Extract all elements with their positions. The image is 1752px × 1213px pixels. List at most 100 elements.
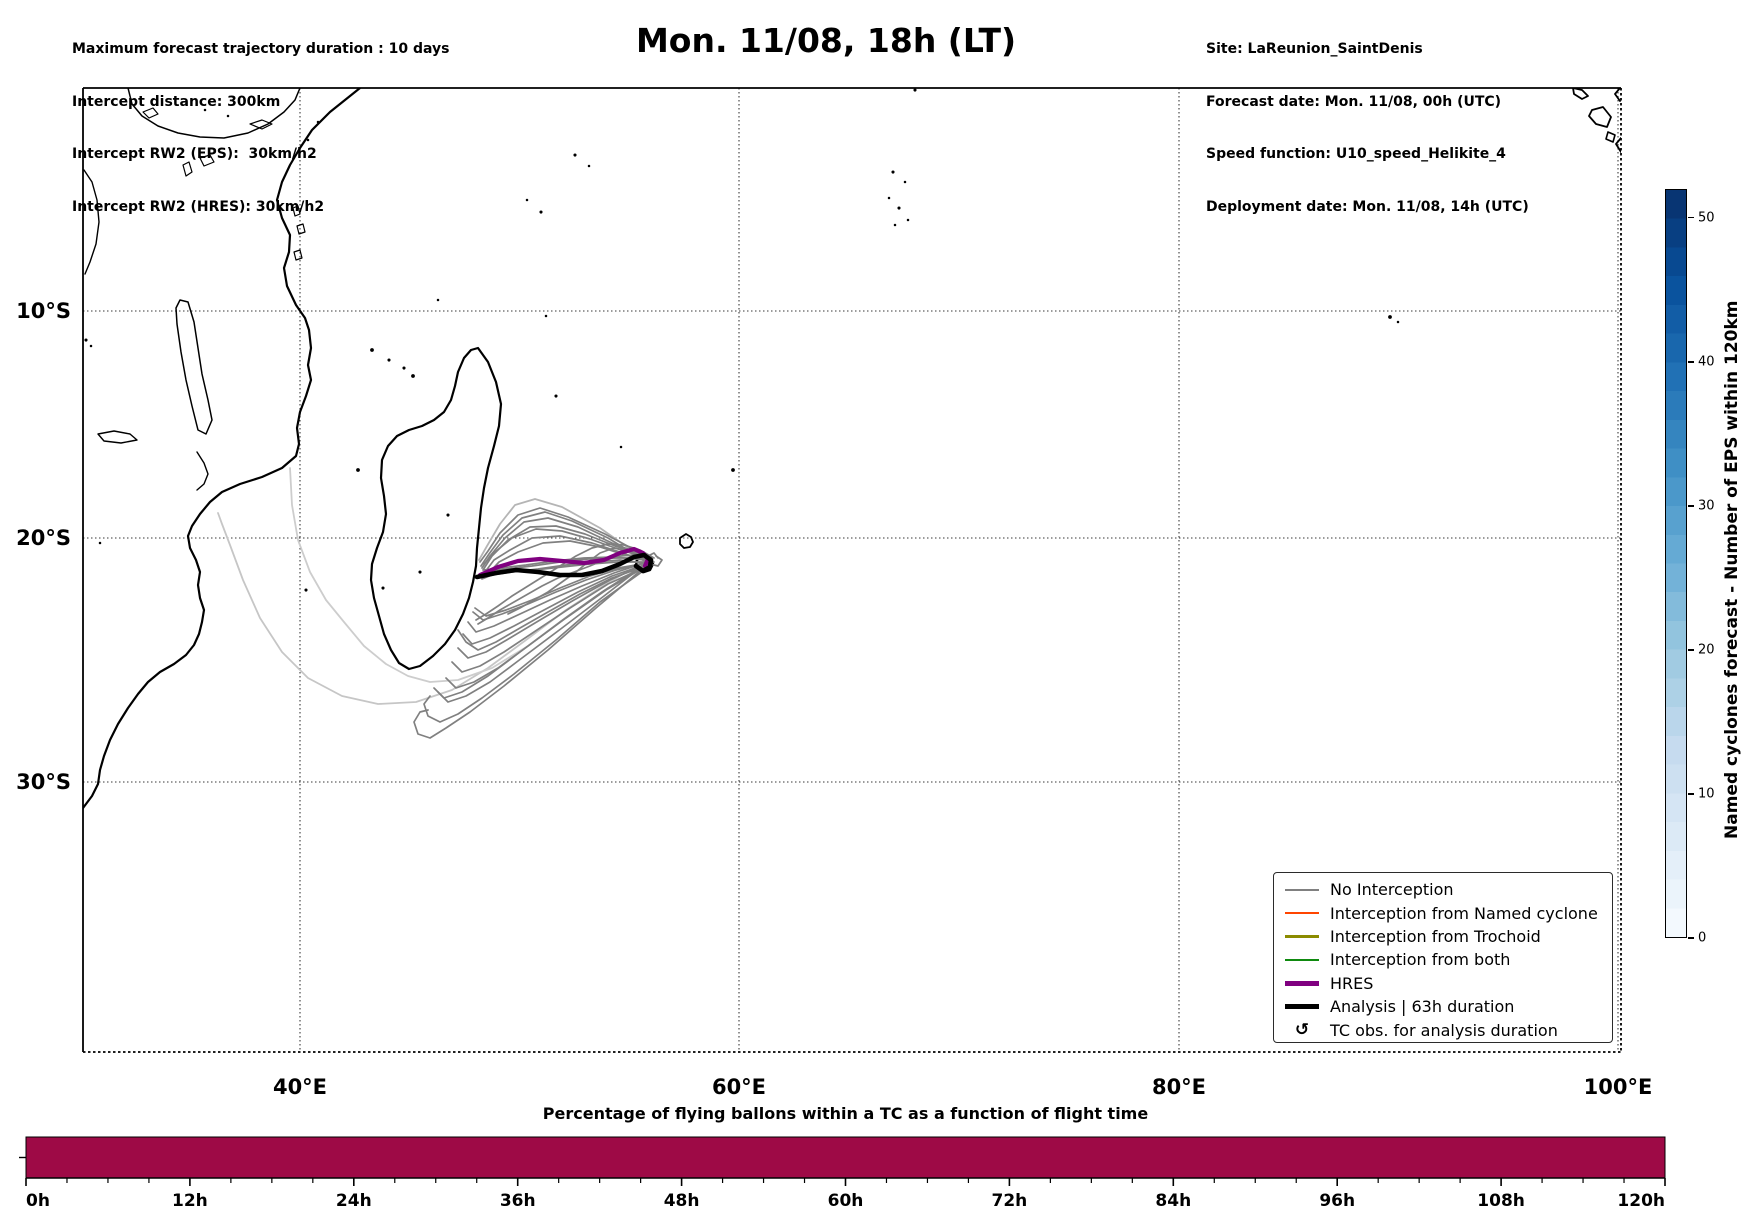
plot-title: Mon. 11/08, 18h (LT): [635, 21, 1017, 60]
island-dot: [619, 445, 623, 449]
trajectory-no-interception: [480, 511, 645, 567]
hres-line-icon: [1284, 980, 1320, 986]
legend-row-tc-obs: ↺ TC obs. for analysis duration: [1284, 1018, 1612, 1041]
intercept-rw2-eps-text: Intercept RW2 (EPS): 30km/h2: [72, 146, 317, 162]
coastline-sumatra-islet-1: [1572, 88, 1589, 100]
header-right-block: Site: LaReunion_SaintDenis Forecast date…: [1206, 6, 1529, 251]
island-dot: [731, 468, 735, 472]
trajectory-no-interception: [457, 563, 647, 659]
bar-x-tick-label: 0h: [26, 1191, 50, 1211]
coastline-small-lake-1: [249, 119, 273, 130]
tc-percentage-bar: [25, 1136, 1666, 1179]
island-dot: [525, 198, 529, 202]
coastline-africa-east-coast: [83, 88, 362, 810]
island-dot: [84, 338, 88, 342]
colorbar-tick-label: 10: [1698, 786, 1715, 802]
legend-row-named-cyclone: Interception from Named cyclone: [1284, 901, 1612, 924]
bar-x-tick-label: 84h: [1155, 1191, 1191, 1211]
coastline-mafia: [293, 249, 303, 261]
coastline-cahora-bassa: [97, 430, 138, 444]
no-interception-line-icon: [1284, 888, 1320, 891]
legend-row-no-interception: No Interception: [1284, 878, 1612, 901]
deployment-date-text: Deployment date: Mon. 11/08, 14h (UTC): [1206, 198, 1529, 215]
trochoid-line-icon: [1284, 935, 1320, 938]
island-dot: [554, 394, 558, 398]
intercept-rw2-hres-text: Intercept RW2 (HRES): 30km/h2: [72, 198, 325, 215]
trajectories-no-interception: [413, 507, 663, 739]
bar-x-tick-label: 108h: [1477, 1191, 1525, 1211]
island-dot: [544, 314, 548, 318]
island-dot: [891, 170, 895, 174]
both-line-icon: [1284, 958, 1320, 961]
island-dot: [897, 206, 901, 210]
trajectory-no-interception: [481, 517, 647, 569]
trajectory-no-interception: [477, 554, 651, 625]
island-dot: [304, 588, 308, 592]
island-dot: [913, 88, 917, 92]
coastline-mauritius: [679, 533, 694, 549]
coastlines: [83, 88, 1621, 810]
bar-x-tick-label: 96h: [1319, 1191, 1355, 1211]
island-dot: [906, 218, 910, 222]
island-dot: [89, 344, 93, 348]
island-dot: [539, 210, 543, 214]
map-legend: No Interception Interception from Named …: [1273, 872, 1613, 1043]
coastline-madagascar: [369, 346, 503, 671]
gridlines: [83, 88, 1621, 1052]
bar-x-tick-label: 120h: [1617, 1191, 1665, 1211]
trajectory-no-interception: [479, 507, 651, 563]
map-dots: [84, 88, 1400, 592]
island-dot: [226, 114, 230, 118]
bar-x-tick-label: 48h: [664, 1191, 700, 1211]
bar-x-tick-label: 24h: [336, 1191, 372, 1211]
colorbar-tick-label: 0: [1698, 930, 1707, 946]
coastline-lake-tanganyika: [83, 169, 100, 275]
trajectory-no-interception: [413, 565, 647, 739]
island-dot: [203, 108, 207, 112]
colorbar-tick-label: 40: [1698, 354, 1715, 370]
trajectory-no-interception: [475, 543, 655, 621]
island-dot: [98, 541, 102, 545]
colorbar-tick-label: 50: [1698, 210, 1715, 226]
island-dot: [893, 223, 897, 227]
coastline-mentawai: [1588, 106, 1612, 128]
y-tick-label: 30°S: [16, 770, 71, 794]
colorbar-tick-label: 30: [1698, 498, 1715, 514]
x-tick-label: 60°E: [712, 1075, 766, 1099]
island-dot: [387, 358, 391, 362]
island-dot: [402, 366, 406, 370]
coastline-lake-malawi: [175, 299, 213, 435]
colorbar-tick: [1688, 217, 1694, 219]
map-frame: [82, 87, 1622, 1053]
y-tick-label: 10°S: [16, 299, 71, 323]
bar-chart-title: Percentage of flying ballons within a TC…: [543, 1104, 1149, 1123]
island-dot: [573, 153, 577, 157]
island-dot: [436, 298, 440, 302]
x-tick-label: 40°E: [273, 1075, 327, 1099]
trajectory-no-interception: [437, 564, 645, 703]
island-dot: [903, 180, 907, 184]
colorbar-tick: [1688, 793, 1694, 795]
trajectory-no-interception: [451, 563, 653, 673]
legend-row-hres: HRES: [1284, 972, 1612, 995]
intercept-distance-text: Intercept distance: 300km: [72, 93, 281, 110]
forecast-date-text: Forecast date: Mon. 11/08, 00h (UTC): [1206, 93, 1502, 110]
colorbar-tick: [1688, 505, 1694, 507]
y-tick-label: 20°S: [16, 526, 71, 550]
island-dot: [1388, 315, 1392, 319]
trajectory-no-interception: [467, 562, 645, 633]
trajectory-no-interception-light: [478, 498, 647, 561]
trajectory-no-interception: [433, 564, 645, 699]
x-tick-label: 80°E: [1152, 1075, 1206, 1099]
island-dot: [316, 120, 320, 124]
island-dot: [1396, 320, 1400, 324]
island-dot: [887, 196, 891, 200]
legend-row-analysis: Analysis | 63h duration: [1284, 995, 1612, 1018]
legend-row-trochoid: Interception from Trochoid: [1284, 925, 1612, 948]
trajectory-analysis: [474, 552, 654, 580]
tc-obs-cyclone-icon: ↺: [1294, 1019, 1310, 1040]
island-dot: [306, 138, 310, 142]
coastline-small-lake-3: [182, 161, 193, 177]
